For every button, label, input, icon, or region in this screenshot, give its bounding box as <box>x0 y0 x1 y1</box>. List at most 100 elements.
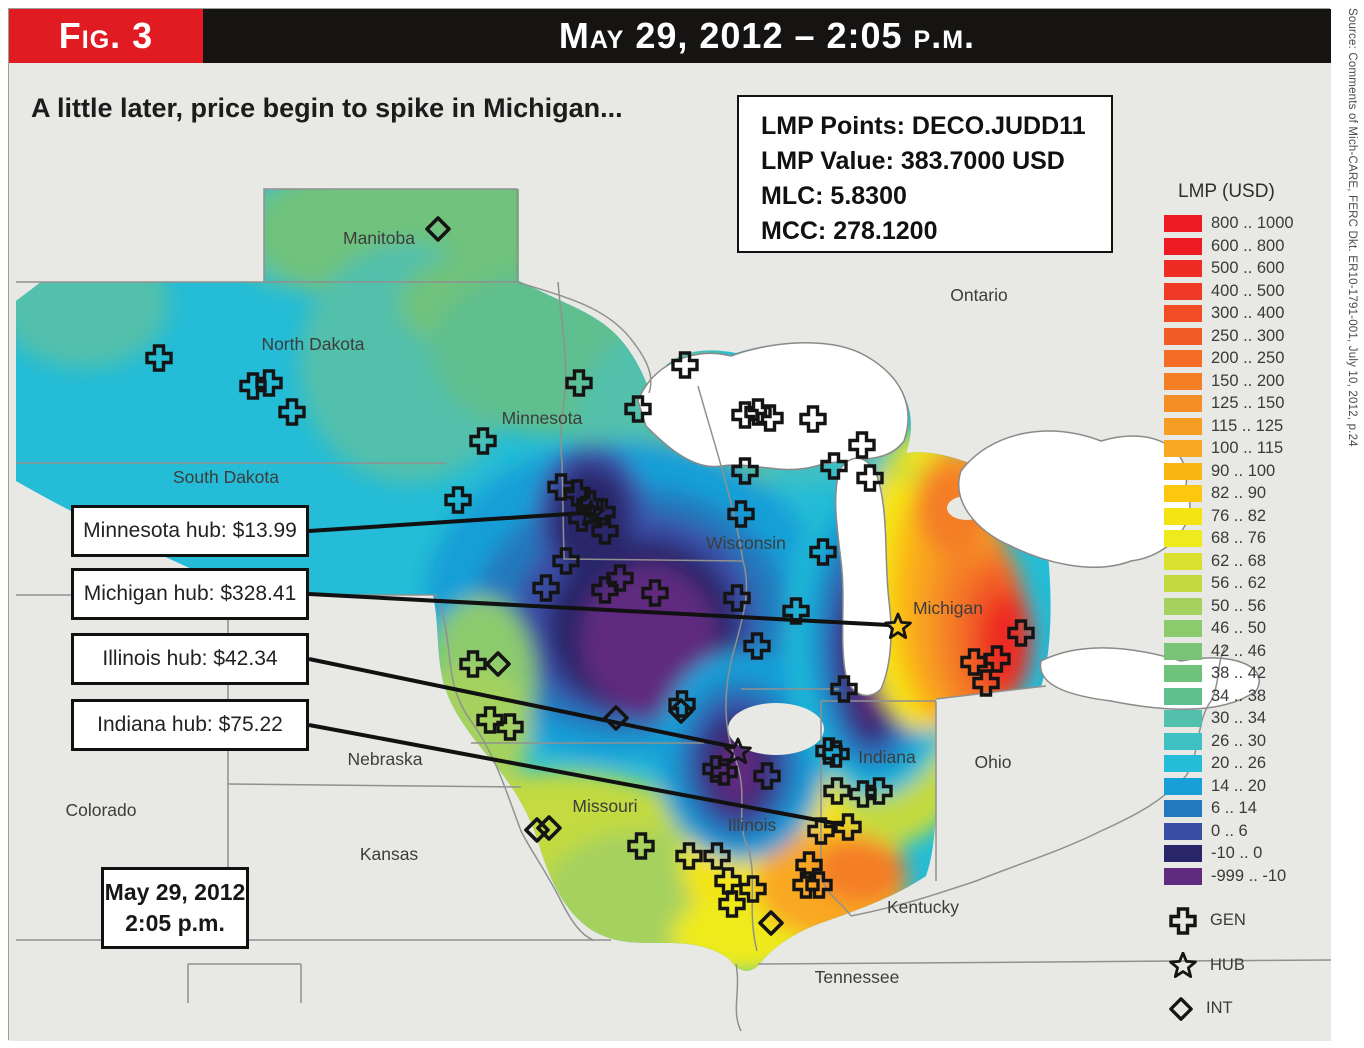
legend-entry: 200 .. 250 <box>1164 349 1324 367</box>
legend-range-label: 300 .. 400 <box>1211 304 1285 322</box>
legend-range-label: 400 .. 500 <box>1211 281 1285 300</box>
legend-range-label: 500 .. 600 <box>1211 259 1285 277</box>
legend-range-label: 30 .. 34 <box>1211 709 1267 727</box>
date-line: May 29, 2012 <box>104 879 246 905</box>
legend-swatch <box>1164 440 1202 457</box>
state-label-south-dakota: South Dakota <box>173 467 279 487</box>
legend-range-label: 50 .. 56 <box>1211 596 1267 615</box>
lmp-points-line: LMP Points: DECO.JUDD11 <box>761 112 1086 140</box>
legend-entry: 250 .. 300 <box>1164 327 1324 345</box>
figure-header: Fig. 3 May 29, 2012 – 2:05 p.m. <box>9 9 1331 63</box>
legend-symbol-gen: GEN <box>1169 906 1324 935</box>
legend-range-label: 76 .. 82 <box>1211 506 1267 525</box>
legend-swatch <box>1164 485 1202 502</box>
legend-symbol-int: INT <box>1169 996 1324 1021</box>
figure-title: May 29, 2012 – 2:05 p.m. <box>558 15 976 56</box>
gen-icon <box>1169 906 1197 935</box>
legend-swatch <box>1164 597 1202 615</box>
state-label-ontario: Ontario <box>950 285 1007 305</box>
lake-erie <box>1039 647 1260 710</box>
legend-entry: 0 .. 6 <box>1164 821 1324 840</box>
legend-swatch <box>1164 575 1202 592</box>
legend-range-label: 125 .. 150 <box>1211 394 1285 412</box>
state-label-tennessee: Tennessee <box>815 967 900 987</box>
legend-swatch <box>1164 327 1202 345</box>
legend-entry: 50 .. 56 <box>1164 596 1324 615</box>
legend-range-label: 150 .. 200 <box>1211 371 1285 390</box>
hub-callout-label: Illinois hub: $42.34 <box>102 647 278 670</box>
legend-swatch <box>1164 642 1202 660</box>
legend-range-label: 34 .. 38 <box>1211 686 1267 705</box>
legend-symbol-hub: HUB <box>1169 951 1324 980</box>
legend-entry: 14 .. 20 <box>1164 776 1324 795</box>
hub-callout-box: Minnesota hub: $13.99 <box>71 505 309 557</box>
date-box: May 29, 2012 2:05 p.m. <box>101 867 249 949</box>
legend-range-label: 56 .. 62 <box>1211 574 1267 592</box>
state-label-indiana: Indiana <box>858 747 916 767</box>
legend-swatch <box>1164 395 1202 412</box>
legend-swatch <box>1164 867 1202 885</box>
legend-entry: 20 .. 26 <box>1164 754 1324 772</box>
state-label-missouri: Missouri <box>572 796 637 816</box>
legend-entry: 125 .. 150 <box>1164 394 1324 412</box>
legend-range-label: 68 .. 76 <box>1211 529 1267 547</box>
legend-entry: 300 .. 400 <box>1164 304 1324 322</box>
mlc-line: MLC: 5.8300 <box>761 182 907 210</box>
mcc-line: MCC: 278.1200 <box>761 217 938 245</box>
legend-symbol-label: INT <box>1206 999 1233 1017</box>
legend-swatch <box>1164 732 1202 750</box>
legend-entry: 68 .. 76 <box>1164 529 1324 547</box>
legend-entry: 34 .. 38 <box>1164 686 1324 705</box>
legend-range-label: 90 .. 100 <box>1211 461 1276 480</box>
legend-entry: 100 .. 115 <box>1164 439 1324 457</box>
hub-callout-box: Indiana hub: $75.22 <box>71 699 309 751</box>
legend-swatch <box>1164 665 1202 682</box>
state-label-ohio: Ohio <box>975 752 1012 772</box>
legend-entry: 500 .. 600 <box>1164 259 1324 277</box>
legend-range-label: 800 .. 1000 <box>1211 214 1294 232</box>
state-label-colorado: Colorado <box>65 800 136 820</box>
hub-callout-box: Michigan hub: $328.41 <box>71 568 309 620</box>
legend-swatch <box>1164 530 1202 547</box>
legend-swatch <box>1164 350 1202 367</box>
legend-entry: 82 .. 90 <box>1164 484 1324 502</box>
legend-range-label: 46 .. 50 <box>1211 619 1267 637</box>
lmp-legend: LMP (USD) 800 .. 1000 600 .. 800 500 .. 60… <box>1164 181 1324 1021</box>
state-label-manitoba: Manitoba <box>343 228 415 248</box>
legend-entry: 42 .. 46 <box>1164 642 1324 660</box>
legend-entry: 76 .. 82 <box>1164 506 1324 525</box>
legend-swatch <box>1164 620 1202 637</box>
legend-entry: 6 .. 14 <box>1164 799 1324 817</box>
figure-frame: Fig. 3 May 29, 2012 – 2:05 p.m. <box>8 8 1331 1041</box>
legend-swatch <box>1164 237 1202 255</box>
time-line: 2:05 p.m. <box>125 910 225 936</box>
legend-entry: 30 .. 34 <box>1164 709 1324 727</box>
legend-range-label: 82 .. 90 <box>1211 484 1267 502</box>
legend-range-label: 600 .. 800 <box>1211 236 1285 255</box>
legend-swatch <box>1164 305 1202 322</box>
legend-swatch <box>1164 777 1202 795</box>
hub-callout-label: Minnesota hub: $13.99 <box>83 519 297 542</box>
figure-subtitle: A little later, price begin to spike in … <box>31 93 623 123</box>
lmp-value-line: LMP Value: 383.7000 USD <box>761 147 1065 175</box>
legend-swatch <box>1164 845 1202 862</box>
hub-callout-label: Indiana hub: $75.22 <box>97 713 283 736</box>
legend-entry: -10 .. 0 <box>1164 844 1324 862</box>
legend-entry: 150 .. 200 <box>1164 371 1324 390</box>
legend-entry: 400 .. 500 <box>1164 281 1324 300</box>
legend-range-label: -10 .. 0 <box>1211 844 1263 862</box>
source-citation: Source: Comments of Mich-CARE, FERC Dkt.… <box>1346 8 1358 447</box>
legend-swatch <box>1164 260 1202 277</box>
lmp-info-box: LMP Points: DECO.JUDD11 LMP Value: 383.7… <box>737 95 1113 253</box>
legend-range-label: 26 .. 30 <box>1211 731 1267 750</box>
legend-range-label: 14 .. 20 <box>1211 776 1267 795</box>
state-label-michigan: Michigan <box>913 598 983 618</box>
legend-range-label: 0 .. 6 <box>1211 821 1248 840</box>
map-area: Manitoba Ontario North Dakota Minnesota Sout… <box>9 63 1331 1041</box>
legend-swatch <box>1164 822 1202 840</box>
legend-swatch <box>1164 755 1202 772</box>
state-label-illinois: Illinois <box>728 815 777 835</box>
callout-leader-line <box>308 723 845 827</box>
legend-entry: 62 .. 68 <box>1164 552 1324 570</box>
